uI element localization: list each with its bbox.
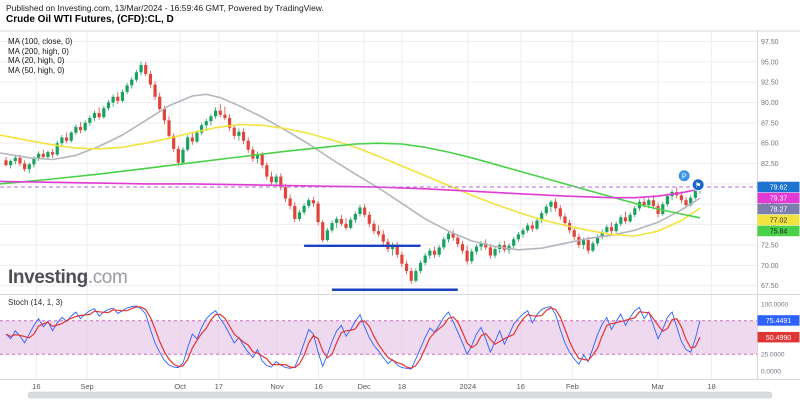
stoch-value-tag: 75.4491 (757, 315, 800, 326)
svg-text:90.00: 90.00 (761, 100, 779, 107)
svg-text:100.0000: 100.0000 (761, 301, 788, 308)
page-title: Crude Oil WTI Futures, (CFD):CL, D (6, 14, 174, 25)
stoch-band (0, 320, 757, 355)
svg-text:97.50: 97.50 (761, 39, 779, 46)
price-tag: 79.37 (757, 192, 800, 204)
price-tag: 77.02 (757, 214, 800, 226)
svg-text:95.00: 95.00 (761, 59, 779, 66)
svg-text:2024: 2024 (459, 382, 476, 391)
stoch-d-line (5, 306, 701, 369)
svg-text:85.00: 85.00 (761, 141, 779, 148)
svg-text:16: 16 (32, 382, 40, 391)
svg-text:16: 16 (517, 382, 525, 391)
svg-text:78.27: 78.27 (770, 207, 788, 214)
legend-item-ma20: MA (20, high, 0) (8, 56, 65, 65)
svg-text:77.02: 77.02 (770, 218, 788, 225)
svg-text:25.0000: 25.0000 (761, 352, 785, 359)
price-tag: 79.62 (757, 181, 800, 193)
event-marker-icon[interactable]: ⚑ (691, 178, 705, 192)
price-tag: 78.27 (757, 203, 800, 215)
stoch-indicator-label: Stoch (14, 1, 3) (8, 298, 63, 307)
legend-item-ma200: MA (200, high, 0) (8, 46, 69, 56)
svg-text:79.37: 79.37 (770, 196, 788, 203)
published-caption: Published on Investing.com, 13/Mar/2024 … (6, 3, 324, 13)
stoch-value-tag: 50.4990 (757, 331, 800, 343)
svg-text:Oct: Oct (174, 382, 187, 391)
svg-text:79.62: 79.62 (770, 185, 788, 192)
svg-text:70.00: 70.00 (761, 263, 779, 270)
event-marker-icon[interactable]: P (677, 169, 691, 183)
watermark-light: .com (87, 267, 128, 288)
svg-text:Mar: Mar (651, 382, 664, 391)
svg-text:18: 18 (707, 382, 715, 391)
price-tag: 75.84 (757, 225, 800, 237)
investing-watermark: Investing.com (8, 267, 128, 289)
svg-text:Dec: Dec (357, 382, 371, 391)
svg-text:50.4990: 50.4990 (766, 335, 791, 342)
svg-text:75.4491: 75.4491 (766, 318, 791, 325)
watermark-bold: Investing (8, 267, 88, 288)
svg-text:72.50: 72.50 (761, 242, 779, 249)
ma-legend: MA (100, close, 0) MA (200, high, 0) MA … (8, 37, 72, 75)
svg-text:Feb: Feb (566, 382, 579, 391)
legend-item-ma100: MA (100, close, 0) (8, 37, 73, 46)
svg-text:75.00: 75.00 (761, 222, 779, 229)
svg-text:16: 16 (315, 382, 323, 391)
ma-line (0, 180, 701, 199)
svg-text:Sep: Sep (80, 382, 93, 391)
time-axis[interactable]: 16 Sep Oct 17 Nov 16 Dec 18 2024 16 Feb Mar 18 (32, 382, 716, 391)
svg-text:0.0000: 0.0000 (761, 368, 781, 375)
svg-text:Nov: Nov (270, 382, 284, 391)
chart-scrollbar[interactable] (27, 391, 773, 399)
svg-text:18: 18 (398, 382, 406, 391)
svg-text:87.50: 87.50 (761, 120, 779, 127)
price-axis[interactable]: 97.5095.0092.5090.0087.5085.0082.5080.00… (757, 30, 800, 379)
stoch-panel: 100.000075.000050.000025.00000.000075.44… (0, 301, 800, 375)
legend-item-ma50: MA (50, high, 0) (8, 65, 65, 75)
svg-text:P: P (682, 173, 687, 180)
svg-text:92.50: 92.50 (761, 80, 779, 87)
svg-text:⚑: ⚑ (695, 181, 701, 189)
ma-line (0, 93, 701, 251)
svg-text:17: 17 (215, 382, 223, 391)
svg-text:67.50: 67.50 (761, 283, 779, 290)
svg-text:82.50: 82.50 (761, 161, 779, 168)
ma-line (0, 142, 701, 219)
svg-text:75.84: 75.84 (770, 229, 788, 236)
ma-line (0, 123, 701, 237)
